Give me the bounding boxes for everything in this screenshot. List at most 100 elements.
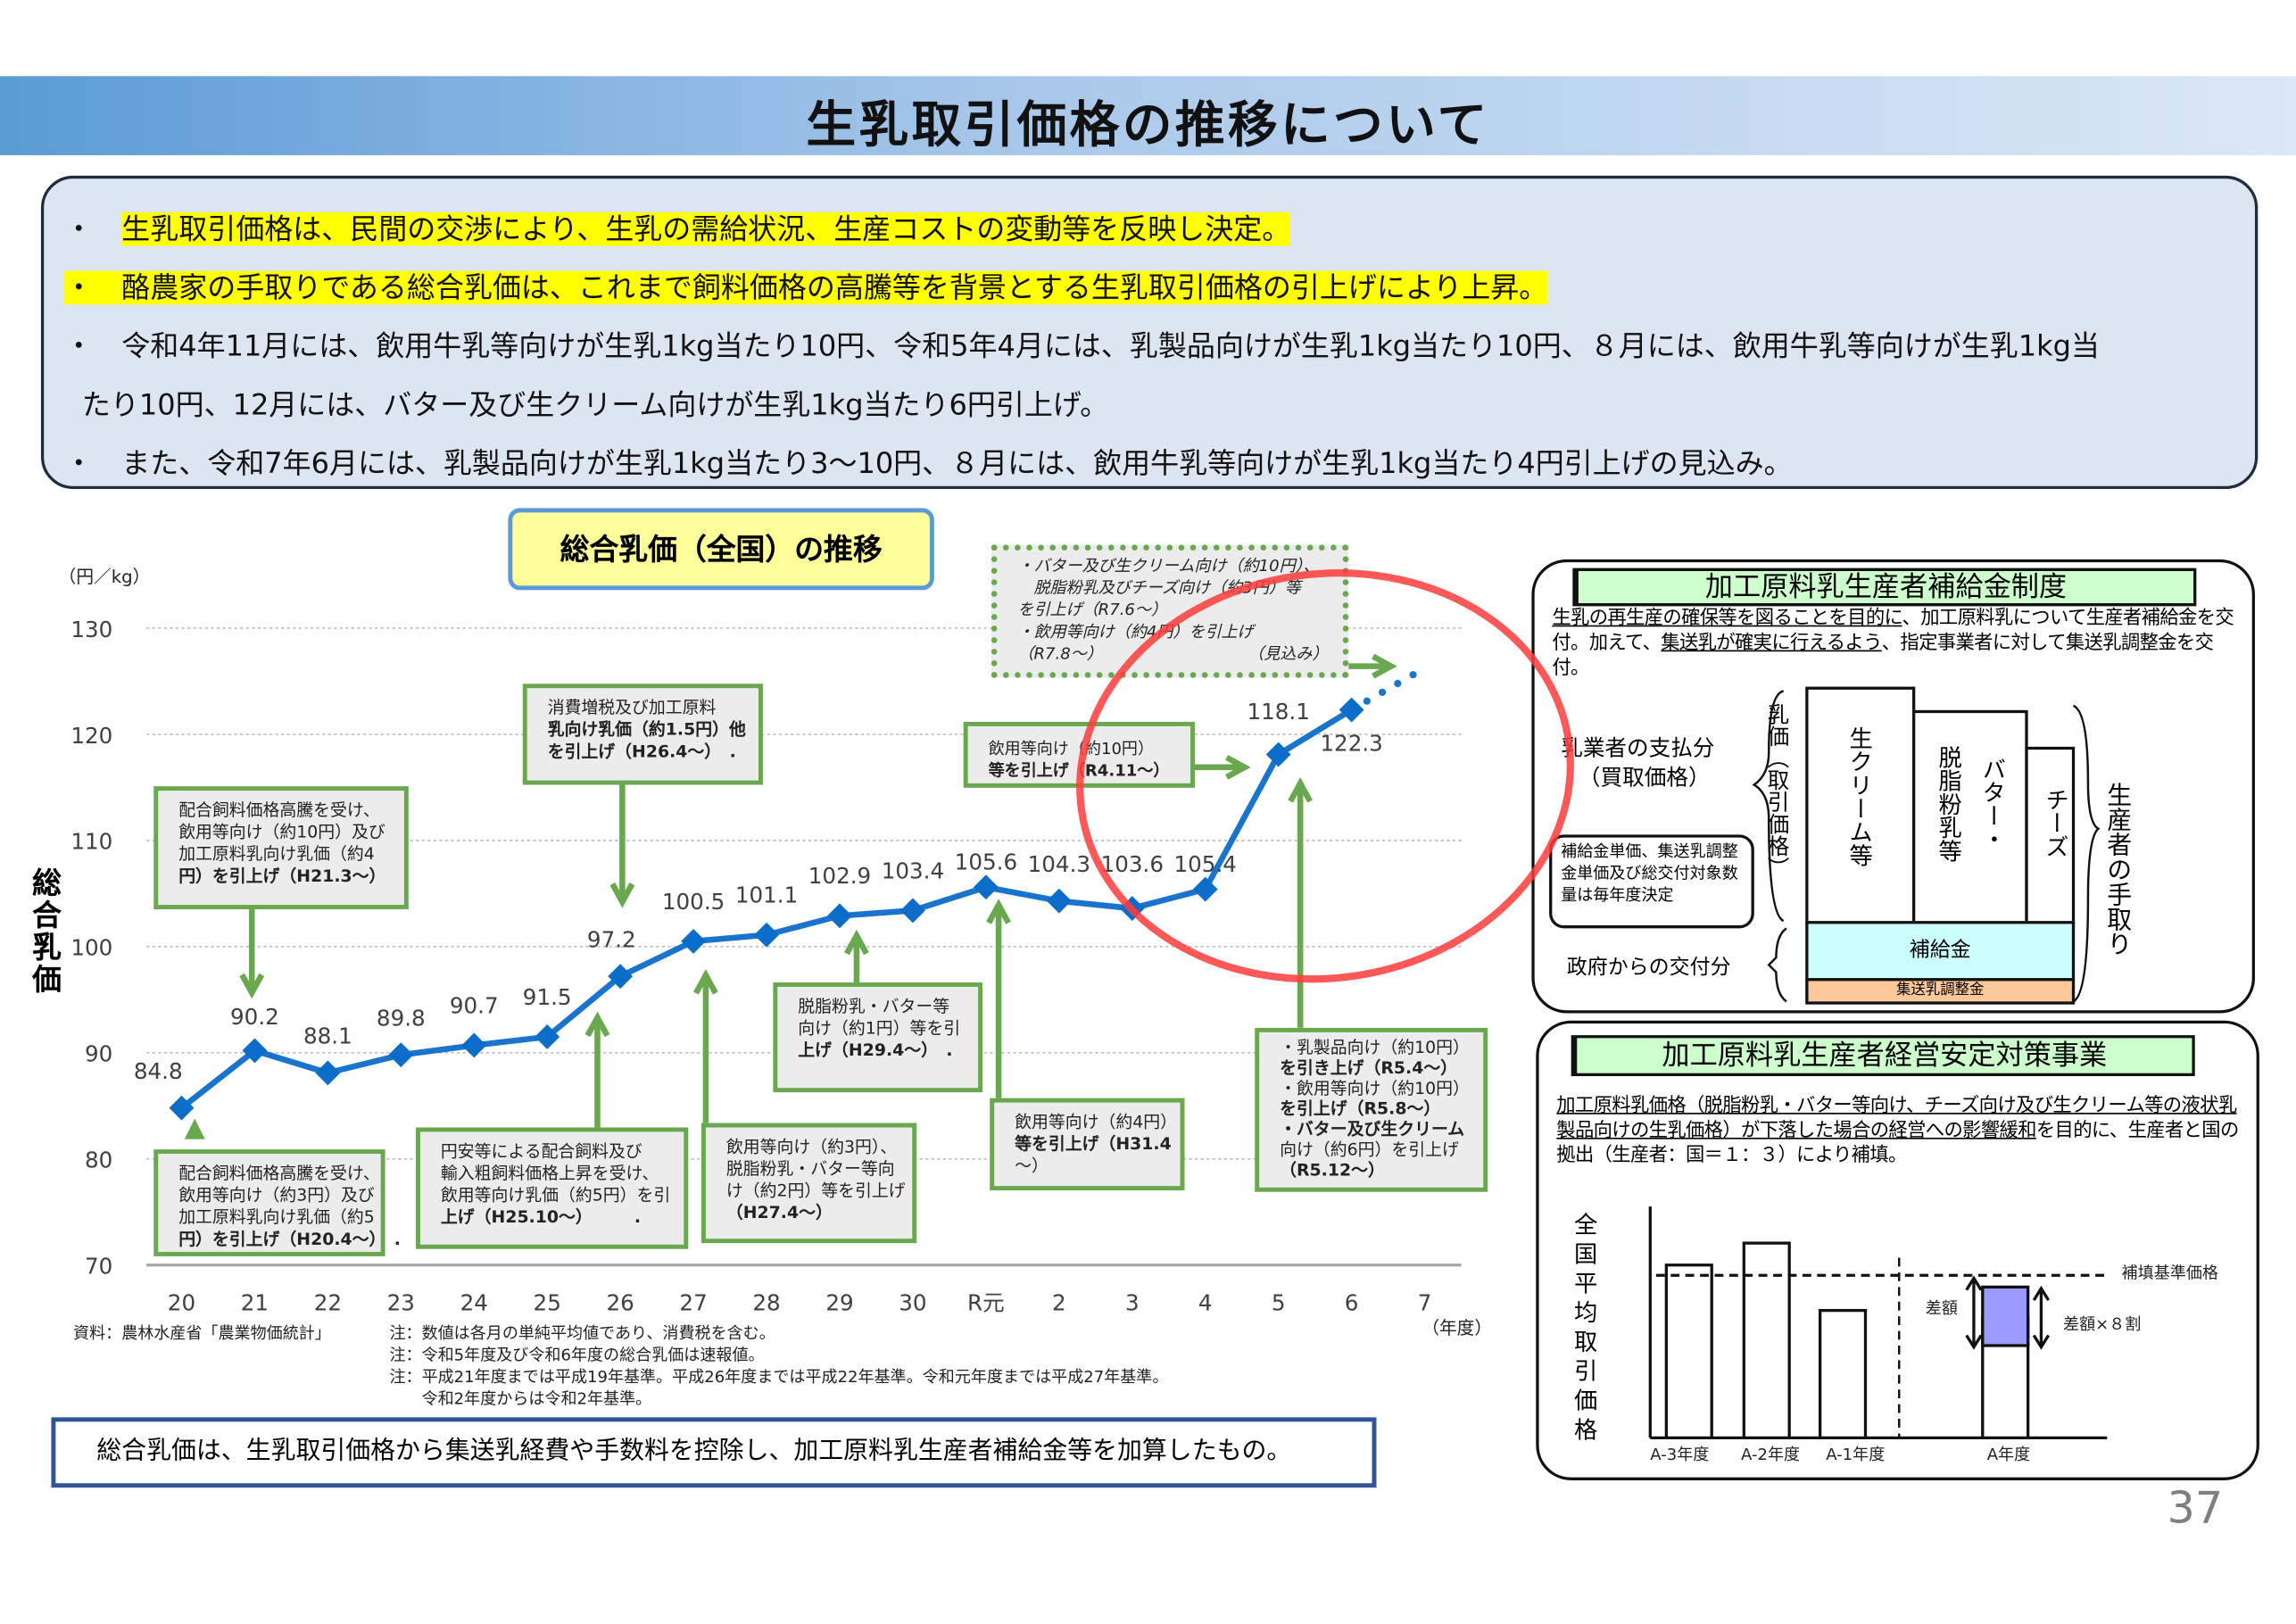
annotation-line: 円）を引上げ（H21.3～） <box>178 865 386 886</box>
x-tick-label: 7 <box>1418 1290 1432 1316</box>
panel1-title: 加工原料乳生産者補給金制度 <box>1572 568 2197 607</box>
y-tick-label: 90 <box>85 1041 112 1067</box>
annotation-line: ・乳製品向け（約10円） <box>1280 1036 1470 1057</box>
subsidy-system-panel: 加工原料乳生産者補給金制度 生乳の再生産の確保等を図ることを目的に、加工原料乳に… <box>1531 559 2255 1014</box>
baseline-label: 補填基準価格 <box>2121 1264 2218 1283</box>
annotation-line: ・バター及び生クリーム向け（約10円）、 <box>1017 556 1320 576</box>
x-tick-label: 27 <box>679 1290 707 1316</box>
producer-take-label: 生産者の手取り <box>2101 782 2131 957</box>
arrowhead <box>184 1118 205 1139</box>
annotation-line: 配合飼料価格高騰を受け、 <box>178 1162 380 1183</box>
annotation-box: 飲用等向け（約10円） 等を引上げ（R4.11～） <box>963 721 1195 788</box>
annotation-line: 加工原料乳向け乳価（約5 <box>178 1206 375 1228</box>
x-tick-label: 3 <box>1125 1290 1140 1316</box>
bar-a-compensation <box>1981 1285 2030 1347</box>
adjustment-block: 集送乳調整金 <box>1805 978 2076 1005</box>
data-label: 90.7 <box>450 992 499 1018</box>
x-label-a2: A-2年度 <box>1741 1445 1801 1464</box>
source-note: 資料：農林水産省「農業物価統計」 <box>73 1323 331 1343</box>
bullet-4: ・ また、令和7年6月には、乳製品向けが生乳1kg当たり3～10円、８月には、飲… <box>64 439 1792 482</box>
braces <box>1752 690 2101 1003</box>
annotation-line: 脱脂粉乳・バター等向 <box>725 1157 895 1179</box>
annotation-line: を引き上げ（R5.4～） <box>1280 1056 1458 1078</box>
diff80-label: 差額×８割 <box>2063 1314 2142 1334</box>
annotation-line: 向け（約6円）を引上げ <box>1280 1139 1459 1160</box>
bullet-text: また、令和7年6月には、乳製品向けが生乳1kg当たり3～10円、８月には、飲用牛… <box>121 446 1793 481</box>
annotation-line: 等を引上げ（R4.11～） <box>988 761 1170 781</box>
annotation-box: 配合飼料価格高騰を受け、 飲用等向け（約10円）及び 加工原料乳向け乳価（約4 円）を… <box>153 786 409 909</box>
annotation-box: ・乳製品向け（約10円） を引き上げ（R5.4～） ・飲用等向け（約10円） を引上げ… <box>1255 1027 1488 1192</box>
annotation-line: 飲用等向け乳価（約5円）を引 <box>440 1184 671 1206</box>
annotation-line: け（約2円）等を引上げ <box>725 1180 906 1201</box>
annotation-line: 向け（約1円）等を引 <box>798 1017 961 1039</box>
arrowhead <box>584 1011 610 1038</box>
data-label: 103.6 <box>1101 851 1164 877</box>
x-tick-label: 23 <box>387 1290 415 1316</box>
annotation-box: 配合飼料価格高騰を受け、 飲用等向け（約3円）及び 加工原料乳向け乳価（約5 円）を引… <box>153 1149 401 1256</box>
bullet-text: 酪農家の手取りである総合乳価は、これまで飼料価格の高騰等を背景とする生乳取引価格… <box>121 270 1548 305</box>
bullet-mark: ・ <box>64 270 94 305</box>
data-point <box>315 1060 341 1086</box>
x-label-a1: A-1年度 <box>1826 1445 1886 1464</box>
cheese-label: チーズ <box>2041 787 2069 858</box>
buyer-sub-label: （買取価格） <box>1578 764 1711 791</box>
data-point <box>388 1042 414 1068</box>
bar-cheese: チーズ <box>2025 746 2076 927</box>
y-tick-label: 110 <box>70 829 112 855</box>
butter-label: バター・ <box>1977 757 2007 851</box>
annotation-line: 輸入粗飼料価格上昇を受け、 <box>440 1162 659 1183</box>
x-tick-label: 30 <box>899 1290 926 1316</box>
bullet-mark: ・ <box>64 446 94 481</box>
projection-dot <box>1394 679 1402 688</box>
annotation-line: 上げ（H29.4～） . <box>798 1040 953 1061</box>
annotation-line: ～） <box>1015 1155 1049 1176</box>
title-bar: 生乳取引価格の推移について <box>0 76 2296 155</box>
annotation-box: ・バター及び生クリーム向け（約10円）、 脱脂粉乳及びチーズ向け（約3円）等 を引… <box>991 544 1349 678</box>
x-tick-label: 20 <box>168 1290 195 1316</box>
data-label: 90.2 <box>230 1004 279 1030</box>
data-label: 101.1 <box>735 882 798 908</box>
x-tick-label: 25 <box>534 1290 561 1316</box>
bar-a3 <box>1664 1264 1713 1440</box>
arrowhead <box>693 968 718 995</box>
data-point <box>827 903 852 929</box>
data-label: 89.8 <box>377 1005 426 1031</box>
projection-dot <box>1363 697 1371 705</box>
data-point <box>1046 888 1072 914</box>
data-label: 91.5 <box>523 984 572 1010</box>
desc-text: を目的に、生産者と国の拠出（生産者：国＝１：３）により補填。 <box>1556 1120 2239 1167</box>
annotation-line: 飲用等向け（約10円） <box>988 739 1155 758</box>
annotation-line: 円安等による配合飼料及び <box>440 1140 642 1162</box>
annotation-line: を引上げ（R5.8～） <box>1280 1098 1441 1119</box>
annotation-line: 飲用等向け（約3円）及び <box>178 1184 375 1206</box>
note-2: 注：令和5年度及び令和6年度の総合乳価は速報値。 <box>389 1345 765 1365</box>
annotation-box: 飲用等向け（約4円） 等を引上げ（H31.4 ～） <box>990 1098 1185 1191</box>
annotation-line: 等を引上げ（H31.4 <box>1015 1133 1172 1155</box>
annotation-line: を引上げ（H26.4～） . <box>547 741 736 762</box>
chart-title: 総合乳価（全国）の推移 <box>508 508 934 591</box>
data-label: 105.6 <box>955 849 1017 875</box>
data-point <box>973 874 999 900</box>
x-label-a: A年度 <box>1986 1445 2031 1464</box>
data-label: 118.1 <box>1247 699 1309 725</box>
arrowhead <box>986 899 1011 924</box>
annotation-line: （R5.12～） <box>1280 1159 1385 1181</box>
y-tick-label: 80 <box>85 1148 112 1173</box>
subsidy-block: 補給金 <box>1805 921 2076 982</box>
y-axis-label: 総合乳価 <box>32 865 62 998</box>
annotation-line: を引上げ（R7.6～） <box>1017 600 1168 620</box>
x-tick-label: 6 <box>1345 1290 1359 1316</box>
data-label: 88.1 <box>303 1023 352 1049</box>
bullet-mark: ・ <box>64 211 94 246</box>
note-1: 注：数値は各月の単純平均値であり、消費税を含む。 <box>389 1323 775 1343</box>
arrowhead <box>609 882 635 908</box>
x-tick-label: 22 <box>314 1290 342 1316</box>
projection-dot <box>1378 688 1387 696</box>
x-tick-label: 4 <box>1198 1290 1213 1316</box>
compensation-diagram <box>1648 1206 2108 1440</box>
data-label: 104.3 <box>1028 851 1090 877</box>
y-unit: （円／kg） <box>58 567 151 588</box>
desc-underlined: 加工原料乳価格（脱脂粉乳・バター等向け、チーズ向け及び生クリーム等の液状乳製品向… <box>1556 1095 2237 1142</box>
data-label: 122.3 <box>1320 730 1382 756</box>
skim-milk-label: 脱脂粉乳等 <box>1934 745 1962 863</box>
